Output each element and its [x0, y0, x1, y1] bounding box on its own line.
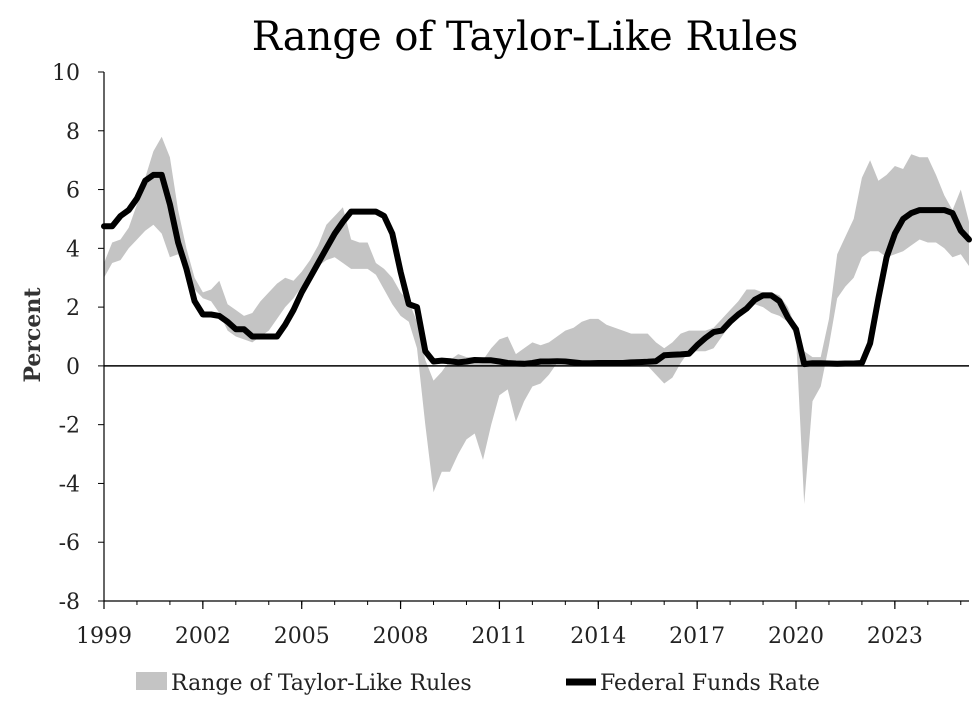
legend-swatch-range: [136, 672, 167, 690]
x-tick-label: 2011: [471, 624, 527, 649]
x-tick-label: 2002: [175, 624, 231, 649]
y-tick-labels: -8 -6 -4 -2 0 2 4 6 8 10: [52, 61, 104, 615]
x-tick-label: 2014: [570, 624, 626, 649]
x-tick-label: 2005: [274, 624, 330, 649]
y-tick-label: -2: [59, 414, 80, 439]
y-tick-label: -4: [59, 472, 80, 497]
fed-funds-line: [101, 171, 972, 368]
legend: Range of Taylor-Like Rules Federal Funds…: [136, 671, 820, 696]
range-band: [104, 136, 969, 504]
axes: [103, 72, 969, 602]
legend-label-range: Range of Taylor-Like Rules: [171, 671, 472, 696]
y-tick-label: 6: [66, 179, 80, 204]
y-tick-label: 2: [66, 296, 80, 321]
range-band-layer: [104, 136, 969, 504]
y-tick-label: 10: [52, 61, 80, 86]
x-tick-label: 1999: [76, 624, 132, 649]
y-axis-label: Percent: [20, 287, 46, 383]
y-tick-label: 4: [66, 237, 80, 262]
x-tick-label: 2008: [373, 624, 429, 649]
legend-label-fed-funds: Federal Funds Rate: [600, 671, 820, 696]
y-tick-label: -8: [59, 590, 80, 615]
chart-title: Range of Taylor-Like Rules: [252, 14, 799, 60]
x-tick-label: 2020: [768, 624, 824, 649]
x-tick-label: 2017: [669, 624, 725, 649]
y-tick-label: -6: [59, 531, 80, 556]
x-tick-label: 2023: [867, 624, 923, 649]
y-tick-label: 8: [66, 120, 80, 145]
fed-funds-line-layer: [101, 171, 972, 368]
x-tick-labels: 1999 2002 2005 2008 2011 2014 2017 2020 2023: [76, 601, 962, 649]
y-tick-label: 0: [66, 355, 80, 380]
